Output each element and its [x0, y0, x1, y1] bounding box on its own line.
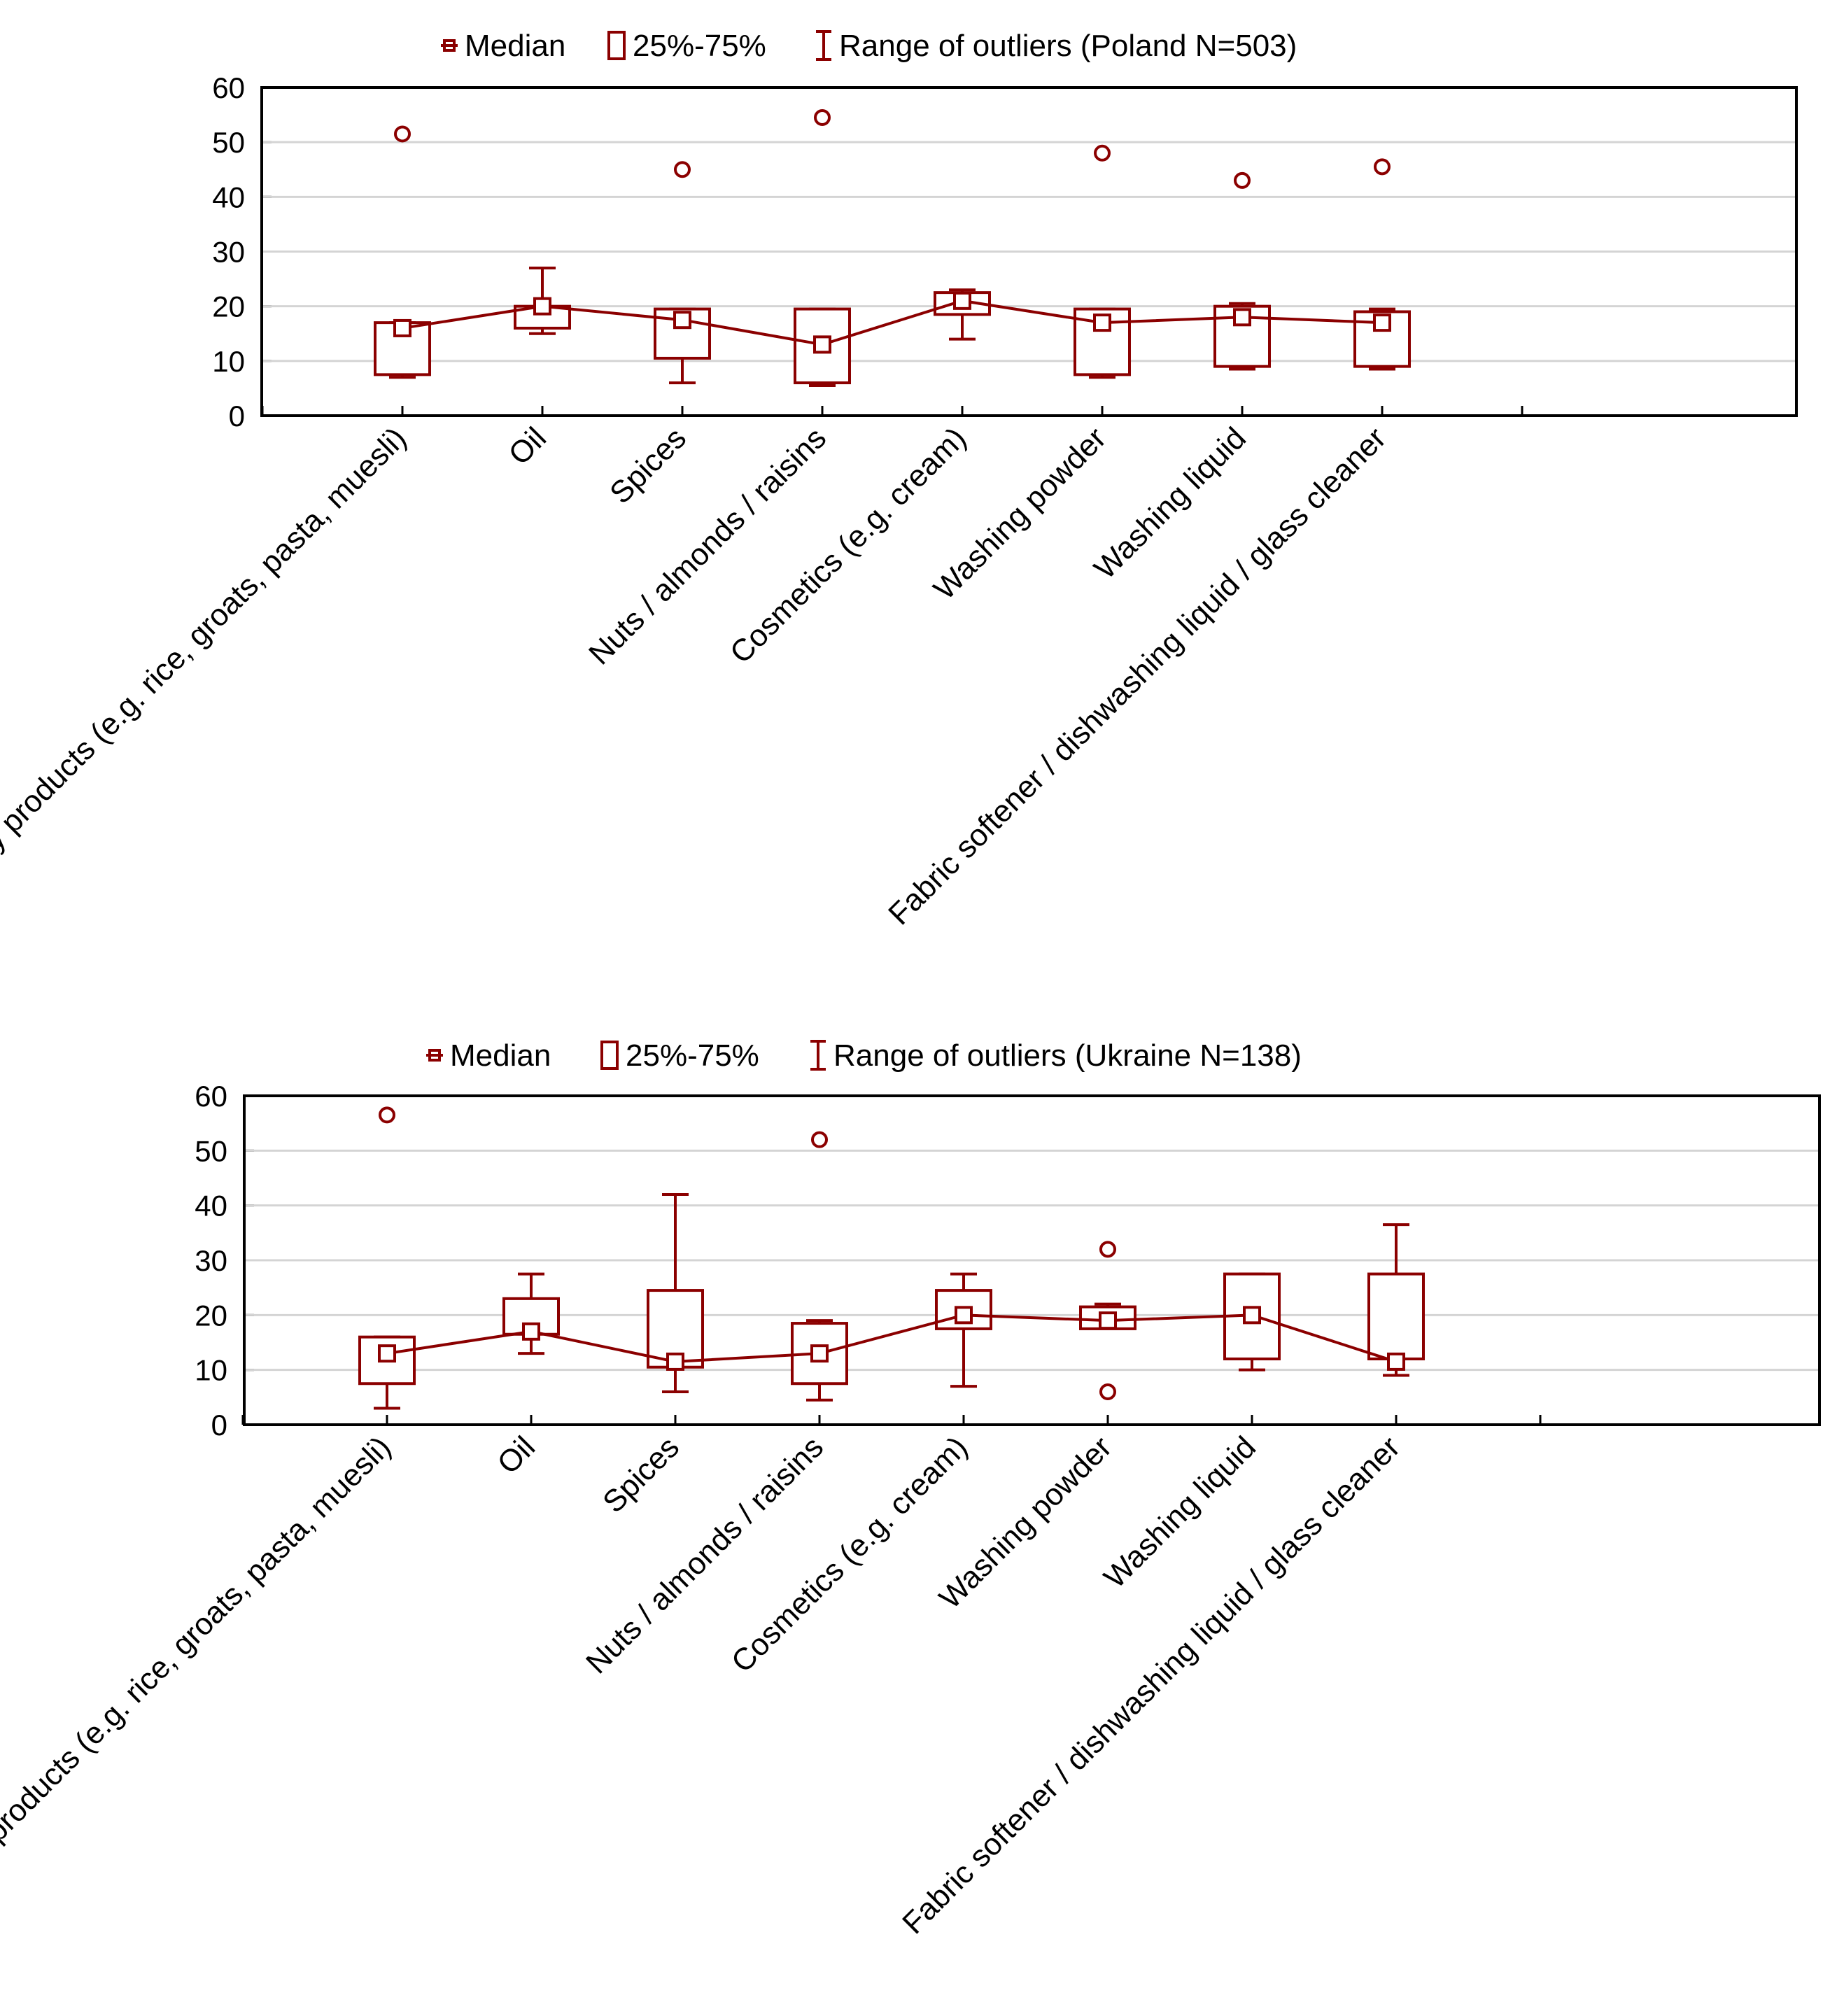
y-tick-label: 40 [212, 181, 245, 213]
median-marker [393, 318, 411, 337]
legend-box-symbol [600, 1041, 619, 1070]
median-marker [522, 1322, 540, 1341]
y-tick-label: 60 [212, 71, 245, 104]
y-tick-label: 60 [195, 1080, 227, 1113]
iqr-box [1367, 1272, 1425, 1361]
x-category-label: Washing liquid [1097, 1430, 1262, 1595]
legend-box-symbol [607, 31, 626, 60]
x-category-label: Dry products (e.g. rice, groats, pasta, … [0, 421, 413, 879]
legend-median-symbol [443, 39, 456, 52]
y-tick-label: 20 [195, 1299, 227, 1332]
outlier-point [1094, 144, 1111, 162]
x-category-label: Oil [491, 1430, 542, 1481]
box-group [1367, 1223, 1425, 1377]
box-group [654, 161, 711, 385]
x-category-label: Nuts / almonds / raisins [579, 1430, 830, 1680]
legend-median-label: Median [450, 1038, 551, 1073]
y-tick-label: 0 [211, 1409, 227, 1441]
median-line [386, 1313, 1397, 1363]
legend-median-symbol [428, 1049, 441, 1062]
box-group [1074, 144, 1131, 379]
median-marker [666, 1352, 684, 1371]
legend: Median 25%-75% Range of outliers (Ukraine … [426, 1038, 1302, 1073]
outlier-point [811, 1131, 828, 1148]
chart-panel-1: Median 25%-75% Range of outliers (Poland N… [0, 29, 1798, 931]
x-axis: Dry products (e.g. rice, groats, pasta, … [0, 406, 1523, 931]
median-line [402, 299, 1383, 346]
outlier-point [394, 125, 411, 143]
outlier-point [1099, 1383, 1116, 1400]
x-category-label: Oil [502, 421, 553, 472]
legend: Median 25%-75% Range of outliers (Poland N… [441, 29, 1297, 63]
box-group [1353, 158, 1411, 371]
outlier-point [1234, 171, 1251, 189]
legend-whisker-label: Range of outliers (Ukraine N=138) [833, 1038, 1302, 1073]
legend-median-label: Median [465, 29, 565, 63]
y-tick-label: 10 [195, 1354, 227, 1387]
outlier-point [1374, 158, 1391, 176]
chart-panel-2: Median 25%-75% Range of outliers (Ukraine … [0, 1038, 1821, 1940]
median-marker [813, 335, 831, 354]
y-tick-label: 50 [212, 126, 245, 159]
outlier-point [1099, 1241, 1116, 1258]
median-marker [953, 291, 971, 310]
x-category-label: Cosmetics (e.g. cream) [725, 1430, 974, 1679]
x-category-label: Dry products (e.g. rice, groats, pasta, … [0, 1430, 397, 1888]
box-group [358, 1106, 416, 1410]
box-group [1213, 171, 1271, 371]
y-tick-label: 10 [212, 345, 245, 378]
median-marker [955, 1306, 973, 1325]
legend-box-label: 25%-75% [633, 29, 766, 63]
outlier-point [379, 1106, 395, 1124]
outlier-point [814, 108, 831, 126]
plot-frame [260, 86, 1798, 417]
outlier-point [674, 161, 691, 178]
y-tick-label: 20 [212, 290, 245, 323]
legend-whisker-label: Range of outliers (Poland N=503) [839, 29, 1297, 63]
y-tick-label: 30 [195, 1244, 227, 1277]
y-tick-label: 0 [229, 400, 245, 432]
median-marker [810, 1344, 829, 1363]
x-category-label: Spices [603, 421, 693, 510]
median-marker [1233, 308, 1251, 327]
x-category-label: Cosmetics (e.g. cream) [724, 421, 973, 670]
x-category-label: Spices [596, 1430, 686, 1519]
legend-box-label: 25%-75% [626, 1038, 759, 1073]
median-marker [1099, 1311, 1117, 1330]
box-group [502, 1272, 560, 1355]
median-marker [1387, 1352, 1405, 1371]
x-category-label: Fabric softener / dishwashing liquid / g… [896, 1430, 1407, 1940]
y-axis: 0 10 20 30 40 50 60 [195, 1080, 254, 1441]
median-marker [378, 1344, 396, 1363]
y-tick-label: 50 [195, 1134, 227, 1167]
y-tick-label: 30 [212, 236, 245, 269]
median-marker [1373, 313, 1391, 332]
median-marker [533, 297, 551, 316]
median-marker [1243, 1306, 1261, 1325]
median-marker [1093, 313, 1111, 332]
plot-frame [243, 1094, 1821, 1426]
x-category-label: Nuts / almonds / raisins [582, 421, 833, 671]
y-tick-label: 40 [195, 1190, 227, 1222]
x-category-label: Fabric softener / dishwashing liquid / g… [882, 421, 1393, 931]
x-axis: Dry products (e.g. rice, groats, pasta, … [0, 1415, 1542, 1940]
median-marker [673, 311, 691, 330]
